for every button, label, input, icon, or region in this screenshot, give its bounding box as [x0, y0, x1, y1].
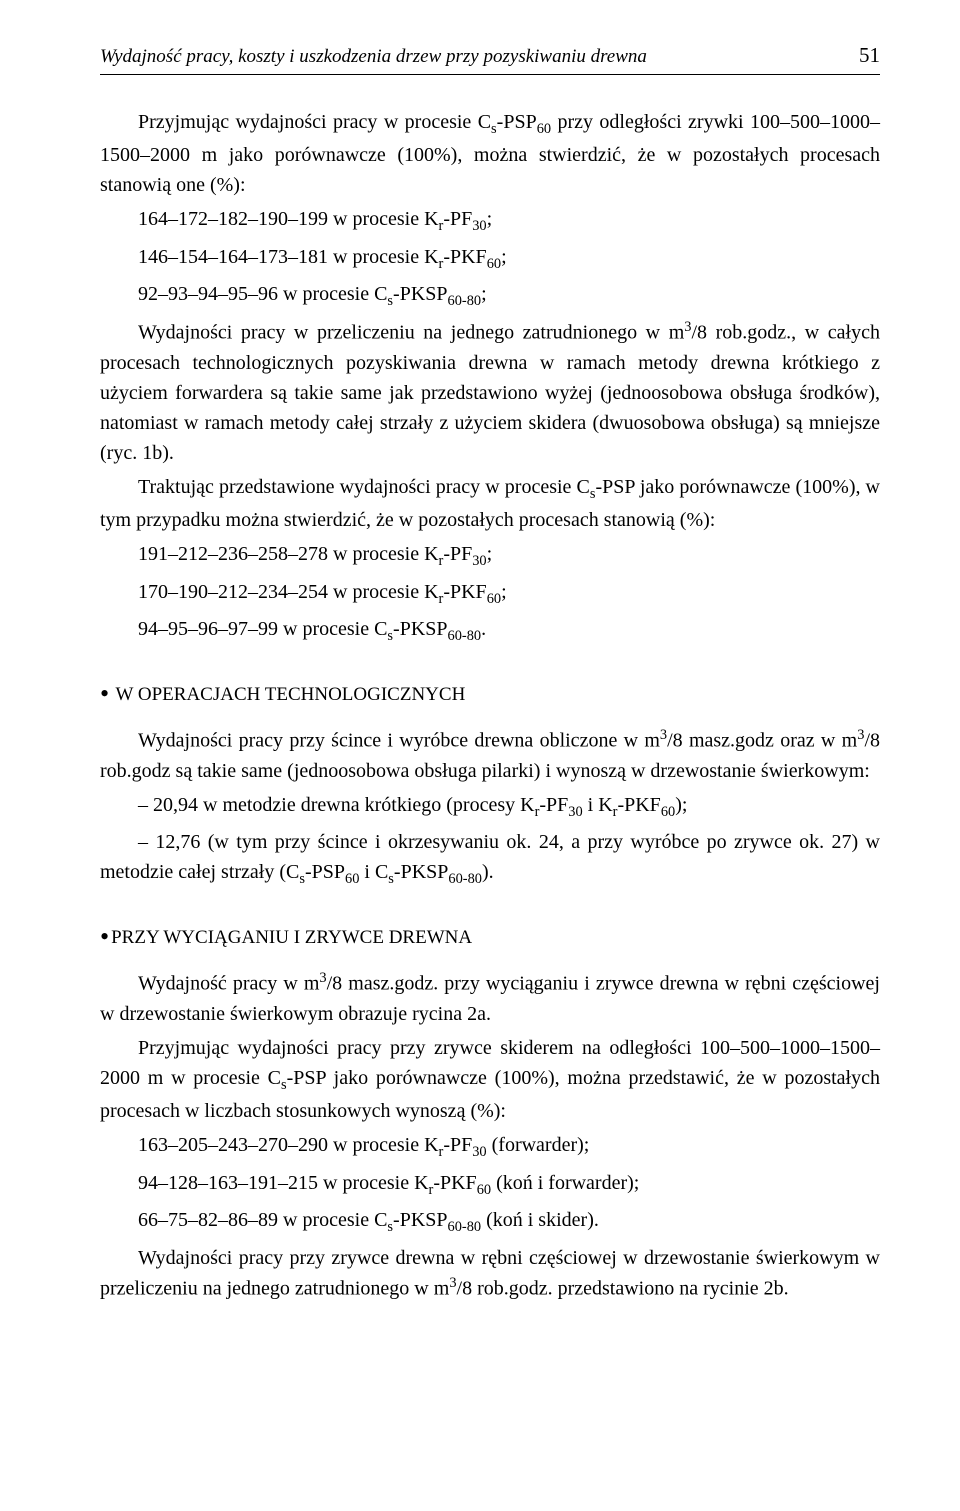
paragraph-2: Wydajności pracy w przeliczeniu na jedne…	[100, 317, 880, 468]
subscript: 60-80	[448, 871, 482, 887]
text: 146–154–164–173–181 w procesie K	[138, 246, 439, 268]
paragraph-4-item-2: – 12,76 (w tym przy ścince i okrzesywani…	[100, 827, 880, 891]
text: Traktując przedstawione wydajności pracy…	[138, 476, 590, 498]
text: 170–190–212–234–254 w procesie K	[138, 581, 439, 603]
heading-text: W OPERACJACH TECHNOLOGICZNYCH	[116, 684, 466, 705]
text: -PF	[539, 794, 568, 816]
text: 191–212–236–258–278 w procesie K	[138, 543, 439, 565]
text: );	[675, 794, 687, 816]
text: ;	[481, 283, 487, 305]
subscript: 60	[487, 591, 501, 607]
subscript: 60	[345, 871, 359, 887]
subscript: 30	[472, 553, 486, 569]
text: -PKF	[617, 794, 660, 816]
paragraph-5-block: Wydajność pracy w m3/8 masz.godz. przy w…	[100, 968, 880, 1304]
text: i C	[359, 861, 388, 883]
text: .	[481, 618, 486, 640]
text: -PF	[443, 1134, 472, 1156]
list-2-c: 94–95–96–97–99 w procesie Cs-PKSP60-80.	[100, 614, 880, 648]
paragraph-1-block: Przyjmując wydajności pracy w procesie C…	[100, 107, 880, 649]
list-3-a: 163–205–243–270–290 w procesie Kr-PF30 (…	[100, 1130, 880, 1164]
subscript: 60-80	[448, 628, 482, 644]
text: 92–93–94–95–96 w procesie C	[138, 283, 387, 305]
text: /8 masz.godz oraz w m	[667, 730, 857, 752]
text: ;	[501, 246, 507, 268]
text: -PKSP	[394, 861, 448, 883]
subscript: 60-80	[448, 1219, 482, 1235]
subscript: 60	[661, 804, 675, 820]
text: -PF	[443, 208, 472, 230]
paragraph-4-item-1: – 20,94 w metodzie drewna krótkiego (pro…	[100, 790, 880, 824]
paragraph-5: Wydajność pracy w m3/8 masz.godz. przy w…	[100, 968, 880, 1029]
subscript: 30	[568, 804, 582, 820]
text: -PSP	[305, 861, 345, 883]
text: -PKF	[443, 581, 486, 603]
text: 164–172–182–190–199 w procesie K	[138, 208, 439, 230]
page-number: 51	[859, 40, 880, 72]
list-1-c: 92–93–94–95–96 w procesie Cs-PKSP60-80;	[100, 279, 880, 313]
subscript: 60	[487, 256, 501, 272]
subscript: 60	[477, 1182, 491, 1198]
paragraph-6: Przyjmując wydajności pracy przy zrywce …	[100, 1033, 880, 1127]
paragraph-1: Przyjmując wydajności pracy w procesie C…	[100, 107, 880, 201]
subscript: 30	[472, 1144, 486, 1160]
subscript: 60-80	[448, 293, 482, 309]
text: 94–95–96–97–99 w procesie C	[138, 618, 387, 640]
list-3-b: 94–128–163–191–215 w procesie Kr-PKF60 (…	[100, 1168, 880, 1202]
page-header: Wydajność pracy, koszty i uszkodzenia dr…	[100, 40, 880, 75]
paragraph-7: Wydajności pracy przy zrywce drewna w rę…	[100, 1243, 880, 1304]
section-heading-2: •PRZY WYCIĄGANIU I ZRYWCE DREWNA	[100, 917, 880, 956]
list-1-a: 164–172–182–190–199 w procesie Kr-PF30;	[100, 204, 880, 238]
paragraph-4-block: Wydajności pracy przy ścince i wyróbce d…	[100, 725, 880, 891]
text: Wydajności pracy w przeliczeniu na jedne…	[138, 322, 684, 344]
text: (koń i forwarder);	[491, 1172, 639, 1194]
subscript: 30	[472, 218, 486, 234]
superscript: 3	[449, 1275, 456, 1291]
bullet-icon: •	[100, 922, 109, 951]
text: /8 rob.godz. przedstawiono na rycinie 2b…	[457, 1278, 789, 1300]
text: -PKF	[443, 246, 486, 268]
text: -PKSP	[393, 283, 447, 305]
paragraph-3: Traktując przedstawione wydajności pracy…	[100, 472, 880, 536]
text: (forwarder);	[487, 1134, 590, 1156]
superscript: 3	[319, 970, 326, 986]
text: 66–75–82–86–89 w procesie C	[138, 1209, 387, 1231]
text: 94–128–163–191–215 w procesie K	[138, 1172, 429, 1194]
running-title: Wydajność pracy, koszty i uszkodzenia dr…	[100, 43, 647, 72]
text: ).	[482, 861, 494, 883]
subscript: 60	[537, 121, 551, 137]
text: – 20,94 w metodzie drewna krótkiego (pro…	[138, 794, 535, 816]
list-2-b: 170–190–212–234–254 w procesie Kr-PKF60;	[100, 577, 880, 611]
text: i K	[583, 794, 613, 816]
heading-text: PRZY WYCIĄGANIU I ZRYWCE DREWNA	[111, 927, 472, 948]
bullet-icon: •	[100, 679, 109, 708]
page-container: Wydajność pracy, koszty i uszkodzenia dr…	[0, 0, 960, 1378]
text: 163–205–243–270–290 w procesie K	[138, 1134, 439, 1156]
text: -PF	[443, 543, 472, 565]
text: -PKSP	[393, 618, 447, 640]
section-heading-1: • W OPERACJACH TECHNOLOGICZNYCH	[100, 674, 880, 713]
text: -PKSP	[393, 1209, 447, 1231]
text: ;	[501, 581, 507, 603]
list-2-a: 191–212–236–258–278 w procesie Kr-PF30;	[100, 539, 880, 573]
text: ;	[487, 543, 493, 565]
text: -PSP	[497, 111, 537, 133]
list-1-b: 146–154–164–173–181 w procesie Kr-PKF60;	[100, 242, 880, 276]
text: Wydajność pracy w m	[138, 973, 319, 995]
text: ;	[487, 208, 493, 230]
list-3-c: 66–75–82–86–89 w procesie Cs-PKSP60-80 (…	[100, 1205, 880, 1239]
text: (koń i skider).	[481, 1209, 599, 1231]
text: Wydajności pracy przy ścince i wyróbce d…	[138, 730, 660, 752]
text: Przyjmując wydajności pracy w procesie C	[138, 111, 491, 133]
text: -PKF	[433, 1172, 476, 1194]
paragraph-4: Wydajności pracy przy ścince i wyróbce d…	[100, 725, 880, 786]
